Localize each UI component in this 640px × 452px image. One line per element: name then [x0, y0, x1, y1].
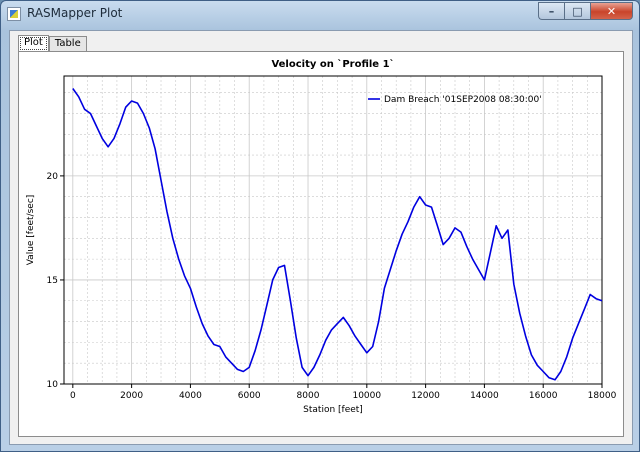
legend-entry: Dam Breach '01SEP2008 08:30:00' [384, 95, 542, 105]
x-tick-label: 14000 [470, 391, 499, 401]
x-tick-label: 12000 [411, 391, 440, 401]
x-tick-label: 18000 [588, 391, 617, 401]
tab-table[interactable]: Table [48, 36, 87, 51]
maximize-button[interactable]: □ [564, 2, 590, 20]
velocity-chart: Velocity on `Profile 1` 0 2000 4000 6000 8000… [26, 58, 617, 415]
window-controls: – □ ✕ [538, 2, 633, 20]
plot-area [64, 76, 602, 384]
title-bar[interactable]: RASMapper Plot – □ ✕ [1, 1, 639, 27]
x-tick-label: 4000 [179, 391, 202, 401]
close-button[interactable]: ✕ [590, 2, 633, 20]
plot-frame [63, 75, 603, 385]
x-tick-label: 10000 [352, 391, 381, 401]
y-tick-label: 10 [47, 380, 59, 390]
x-tick-label: 8000 [297, 391, 320, 401]
x-axis-label: Station [feet] [303, 405, 363, 415]
x-tick-label: 6000 [238, 391, 261, 401]
tab-strip: Plot Table [18, 35, 87, 52]
chart-title: Velocity on `Profile 1` [271, 58, 394, 70]
plot-panel: Velocity on `Profile 1` 0 2000 4000 6000 8000… [18, 51, 624, 437]
y-tick-label: 15 [47, 276, 58, 286]
window-title: RASMapper Plot [27, 6, 123, 20]
y-tick-label: 20 [47, 172, 59, 182]
x-tick-label: 16000 [529, 391, 558, 401]
tab-plot[interactable]: Plot [18, 35, 49, 52]
x-tick-label: 2000 [120, 391, 143, 401]
y-axis-label: Value [feet/sec] [26, 195, 36, 266]
window-client-area: Plot Table Velocity on `Profile 1` 0 2000 4… [9, 30, 633, 445]
app-icon [7, 7, 21, 21]
minimize-button[interactable]: – [538, 2, 564, 20]
series-line[interactable] [72, 88, 603, 381]
x-tick-label: 0 [70, 391, 76, 401]
